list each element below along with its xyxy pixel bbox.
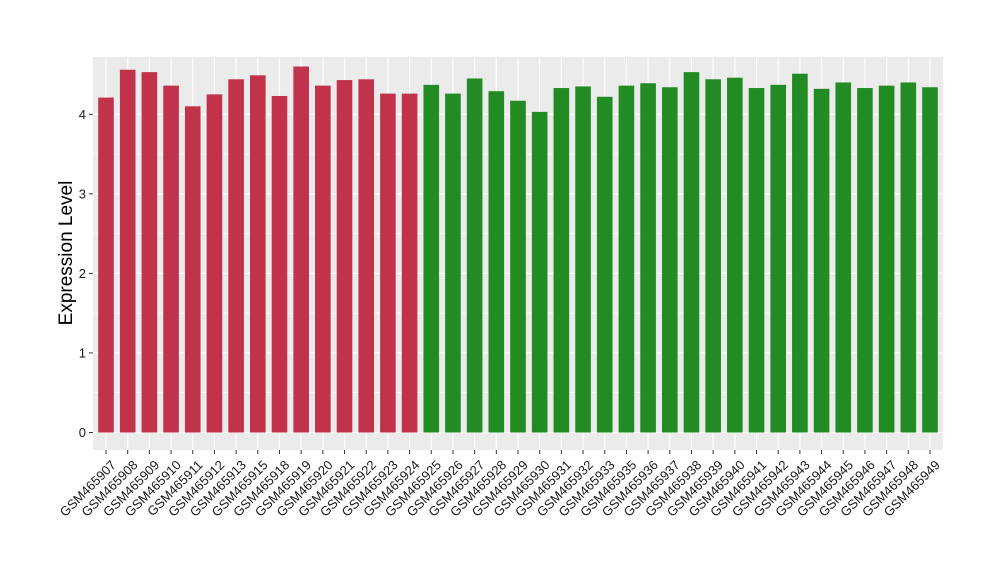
bar-GSM465924 (401, 93, 418, 433)
bar-GSM465907 (98, 97, 114, 433)
bar-GSM465949 (922, 87, 938, 433)
y-tick-label: 0 (79, 425, 86, 440)
bar-GSM465943 (792, 73, 808, 433)
bar-GSM465918 (271, 95, 288, 433)
x-axis-ticks: GSM465907GSM465908GSM465909GSM465910GSM4… (57, 450, 943, 520)
bar-GSM465927 (466, 78, 483, 433)
bar-GSM465910 (163, 85, 179, 433)
bar-GSM465921 (336, 80, 353, 433)
bar-GSM465913 (228, 79, 244, 433)
bar-GSM465920 (315, 85, 331, 433)
bar-GSM465942 (770, 84, 787, 433)
bar-GSM465948 (900, 82, 917, 433)
bar-GSM465912 (206, 94, 223, 433)
bar-GSM465933 (596, 96, 613, 433)
bar-GSM465926 (445, 93, 461, 433)
bar-GSM465928 (488, 91, 505, 433)
bars (98, 66, 938, 433)
bar-GSM465908 (119, 69, 136, 433)
y-axis-ticks: 0 1 2 3 4 (79, 107, 93, 440)
bar-GSM465930 (531, 111, 548, 433)
bar-GSM465925 (423, 84, 440, 433)
y-tick-label: 4 (79, 107, 86, 122)
bar-GSM465946 (857, 88, 873, 433)
bar-GSM465929 (510, 100, 526, 433)
bar-GSM465923 (380, 93, 396, 433)
bar-GSM465935 (618, 85, 635, 433)
bar-GSM465940 (727, 77, 743, 433)
y-tick-label: 2 (79, 266, 86, 281)
bar-GSM465939 (705, 79, 721, 433)
bar-GSM465941 (748, 88, 765, 433)
bar-GSM465945 (835, 82, 852, 433)
bar-GSM465911 (184, 106, 201, 433)
bar-GSM465931 (553, 88, 570, 433)
bar-GSM465932 (575, 86, 591, 433)
bar-GSM465922 (358, 79, 375, 433)
bar-GSM465947 (878, 85, 895, 433)
y-tick-label: 1 (79, 345, 86, 360)
bar-GSM465915 (249, 75, 266, 433)
bar-GSM465936 (640, 83, 656, 433)
bar-GSM465937 (661, 87, 678, 433)
bar-GSM465909 (141, 72, 158, 433)
y-tick-label: 3 (79, 186, 86, 201)
bar-GSM465919 (293, 66, 309, 433)
bar-GSM465938 (683, 72, 700, 433)
y-axis-title: Expression Level (56, 181, 77, 326)
bar-GSM465944 (813, 88, 830, 433)
